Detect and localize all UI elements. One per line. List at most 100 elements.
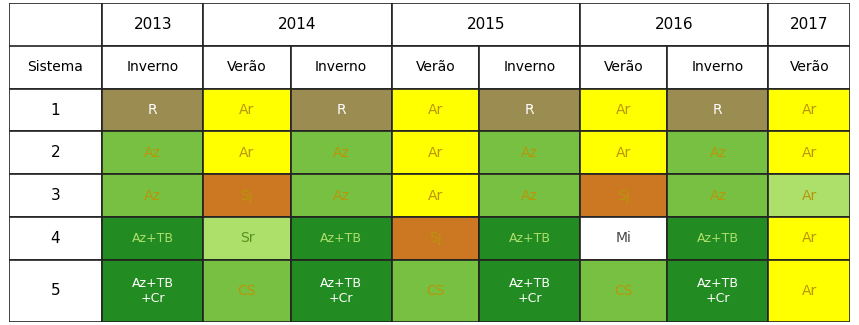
Text: Ar: Ar — [240, 103, 254, 117]
Bar — [392, 174, 479, 217]
Bar — [580, 46, 667, 89]
Text: Inverno: Inverno — [315, 60, 368, 74]
Text: Az+TB
+Cr: Az+TB +Cr — [131, 277, 174, 305]
Bar — [9, 260, 102, 322]
Text: Inverno: Inverno — [126, 60, 179, 74]
Bar — [9, 174, 102, 217]
Text: 2017: 2017 — [790, 17, 829, 32]
Text: R: R — [148, 103, 157, 117]
Text: CS: CS — [238, 284, 256, 298]
Bar — [667, 89, 769, 132]
Bar — [290, 260, 392, 322]
Text: Ar: Ar — [801, 146, 817, 160]
Bar — [204, 174, 290, 217]
Bar — [769, 89, 850, 132]
Text: 4: 4 — [51, 231, 60, 246]
Text: Sistema: Sistema — [27, 60, 83, 74]
Text: Verão: Verão — [227, 60, 267, 74]
Text: Az+TB: Az+TB — [320, 232, 362, 245]
Text: R: R — [525, 103, 534, 117]
Bar — [204, 46, 290, 89]
Text: Sr: Sr — [240, 231, 254, 245]
Text: Az: Az — [710, 188, 727, 202]
Bar — [769, 217, 850, 260]
Bar — [479, 89, 580, 132]
Text: 1: 1 — [51, 103, 60, 118]
Text: Verão: Verão — [604, 60, 643, 74]
Text: Sj: Sj — [429, 231, 442, 245]
Text: CS: CS — [426, 284, 445, 298]
Text: Ar: Ar — [801, 231, 817, 245]
Bar — [667, 174, 769, 217]
Text: Az: Az — [144, 188, 161, 202]
Bar — [102, 217, 204, 260]
Bar — [392, 89, 479, 132]
Text: Az+TB
+Cr: Az+TB +Cr — [697, 277, 739, 305]
Text: Verão: Verão — [416, 60, 455, 74]
Bar — [667, 132, 769, 174]
Text: Ar: Ar — [616, 146, 631, 160]
Text: 2: 2 — [51, 145, 60, 160]
Text: R: R — [713, 103, 722, 117]
Bar — [102, 46, 204, 89]
Text: Ar: Ar — [240, 146, 254, 160]
Bar — [479, 217, 580, 260]
Bar — [580, 260, 667, 322]
Bar — [769, 46, 850, 89]
Bar — [9, 89, 102, 132]
Text: Inverno: Inverno — [503, 60, 556, 74]
Text: Az: Az — [710, 146, 727, 160]
Text: Ar: Ar — [801, 284, 817, 298]
Bar — [9, 3, 102, 89]
Text: Az: Az — [521, 188, 538, 202]
Bar — [204, 89, 290, 132]
Bar — [102, 3, 204, 46]
Text: Az+TB
+Cr: Az+TB +Cr — [509, 277, 551, 305]
Bar — [102, 260, 204, 322]
Text: Az: Az — [332, 146, 350, 160]
Text: Ar: Ar — [428, 146, 443, 160]
Text: Ar: Ar — [428, 188, 443, 202]
Bar — [290, 132, 392, 174]
Text: Az+TB: Az+TB — [131, 232, 174, 245]
Text: Sj: Sj — [241, 188, 253, 202]
Bar — [479, 260, 580, 322]
Text: 2014: 2014 — [278, 17, 317, 32]
Text: Sj: Sj — [618, 188, 631, 202]
Bar — [204, 132, 290, 174]
Bar — [290, 174, 392, 217]
Bar — [392, 217, 479, 260]
Bar — [769, 132, 850, 174]
Text: R: R — [337, 103, 346, 117]
Text: Az: Az — [332, 188, 350, 202]
Bar — [479, 174, 580, 217]
Bar — [204, 217, 290, 260]
Text: Az+TB
+Cr: Az+TB +Cr — [320, 277, 362, 305]
Text: Ar: Ar — [428, 103, 443, 117]
Text: Mi: Mi — [616, 231, 631, 245]
Text: 5: 5 — [51, 283, 60, 298]
Bar — [580, 3, 769, 46]
Bar — [9, 46, 102, 89]
Bar — [9, 132, 102, 174]
Bar — [392, 260, 479, 322]
Bar — [102, 132, 204, 174]
Text: Ar: Ar — [801, 188, 817, 202]
Bar — [102, 174, 204, 217]
Bar — [769, 260, 850, 322]
Text: Verão: Verão — [789, 60, 829, 74]
Bar — [769, 174, 850, 217]
Bar — [580, 132, 667, 174]
Text: CS: CS — [614, 284, 633, 298]
Text: 2013: 2013 — [133, 17, 172, 32]
Text: Ar: Ar — [801, 103, 817, 117]
Text: Inverno: Inverno — [691, 60, 744, 74]
Bar — [392, 3, 580, 46]
Bar — [9, 217, 102, 260]
Bar — [479, 46, 580, 89]
Bar — [392, 46, 479, 89]
Bar — [580, 89, 667, 132]
Bar — [479, 132, 580, 174]
Bar — [290, 89, 392, 132]
Bar — [580, 217, 667, 260]
